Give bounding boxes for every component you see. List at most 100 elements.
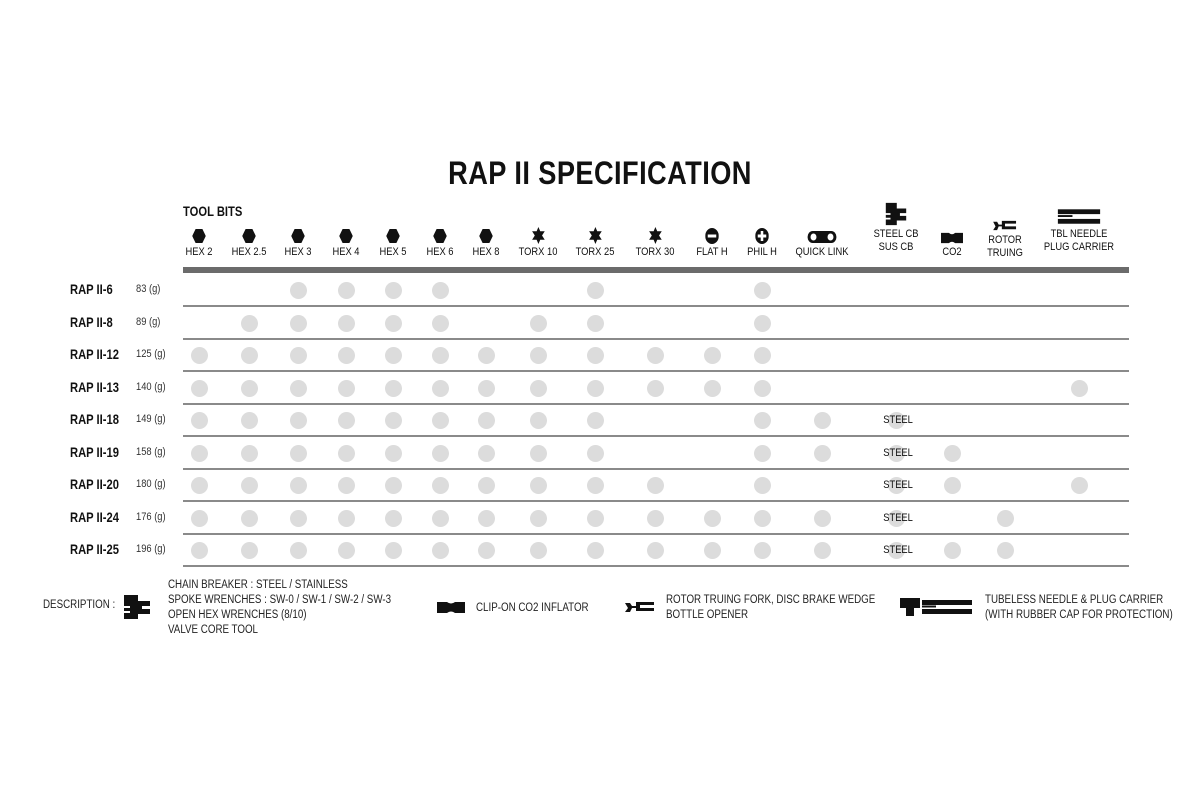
column-label: FLAT H xyxy=(696,246,728,258)
included-dot xyxy=(647,347,664,364)
column-header: TORX 10 xyxy=(500,226,577,259)
included-dot xyxy=(191,509,208,527)
included-dot xyxy=(338,282,355,299)
model-weight: 176 (g) xyxy=(136,510,166,523)
column-label: HEX 3 xyxy=(284,246,312,258)
included-dot xyxy=(191,444,208,462)
included-dot xyxy=(191,542,208,559)
column-label: PLUG CARRIER xyxy=(1043,241,1115,253)
included-dot xyxy=(338,542,355,559)
co2-inflator-icon xyxy=(437,602,465,613)
hexagon-icon xyxy=(355,226,432,244)
included-dot xyxy=(704,379,721,397)
included-dot xyxy=(432,347,449,364)
included-dot xyxy=(478,412,495,429)
included-dot xyxy=(754,444,771,462)
material-label: STEEL xyxy=(883,414,913,426)
column-header: TORX 30 xyxy=(617,226,694,259)
model-weight: 125 (g) xyxy=(136,348,166,360)
included-dot xyxy=(290,509,307,527)
included-dot xyxy=(888,542,905,559)
torx-star-icon xyxy=(557,226,634,244)
row-divider xyxy=(183,305,1129,307)
header-divider xyxy=(183,267,1129,273)
phillips-head-icon xyxy=(724,226,801,244)
included-dot xyxy=(704,542,721,559)
included-dot xyxy=(647,379,664,397)
column-header: HEX 3 xyxy=(260,226,337,259)
included-dot xyxy=(997,542,1014,559)
included-dot xyxy=(241,477,258,494)
included-dot xyxy=(432,542,449,559)
included-dot xyxy=(338,444,355,462)
included-dot xyxy=(241,314,258,332)
included-dot xyxy=(647,509,664,527)
included-dot xyxy=(530,379,547,397)
included-dot xyxy=(478,444,495,462)
included-dot xyxy=(432,412,449,429)
page-title: RAP II SPECIFICATION xyxy=(448,155,752,191)
included-dot xyxy=(432,444,449,462)
column-label: CO2 xyxy=(942,246,962,258)
included-dot xyxy=(432,282,449,299)
included-dot xyxy=(754,347,771,364)
included-dot xyxy=(587,282,604,299)
column-header: HEX 5 xyxy=(355,226,432,259)
model-name: RAP II-12 xyxy=(70,346,119,362)
included-dot xyxy=(888,412,905,429)
included-dot xyxy=(290,314,307,332)
included-dot xyxy=(290,347,307,364)
model-name: RAP II-8 xyxy=(70,313,113,330)
tubeless-description: TUBELESS NEEDLE & PLUG CARRIER (WITH RUB… xyxy=(985,593,1173,623)
included-dot xyxy=(754,282,771,299)
included-dot xyxy=(432,379,449,397)
tubeless-carrier-icon xyxy=(1041,204,1118,226)
model-name: RAP II-6 xyxy=(70,281,113,297)
column-label: HEX 6 xyxy=(426,246,454,258)
included-dot xyxy=(385,379,402,397)
row-divider xyxy=(183,402,1129,405)
included-dot xyxy=(1071,379,1088,397)
included-dot xyxy=(290,282,307,299)
row-divider xyxy=(183,500,1129,502)
column-label: TORX 30 xyxy=(635,246,675,258)
flat-head-icon xyxy=(674,226,751,244)
hexagon-icon xyxy=(308,226,385,244)
included-dot xyxy=(587,412,604,429)
included-dot xyxy=(191,379,208,397)
included-dot xyxy=(754,314,771,332)
included-dot xyxy=(478,379,495,397)
material-label: STEEL xyxy=(883,544,913,556)
column-label: TORX 25 xyxy=(575,246,615,258)
included-dot xyxy=(814,412,831,429)
included-dot xyxy=(385,477,402,494)
included-dot xyxy=(290,444,307,462)
chain-breaker-icon xyxy=(124,595,150,619)
model-name: RAP II-13 xyxy=(70,378,119,395)
column-header: PHIL H xyxy=(724,226,801,259)
included-dot xyxy=(385,347,402,364)
column-header: HEX 2 xyxy=(161,226,238,259)
description-label: DESCRIPTION : xyxy=(43,599,116,611)
included-dot xyxy=(338,314,355,332)
hexagon-icon xyxy=(161,226,238,244)
column-header: FLAT H xyxy=(674,226,751,259)
row-divider xyxy=(183,467,1129,470)
tool-bits-label: TOOL BITS xyxy=(183,203,243,219)
model-weight: 158 (g) xyxy=(136,445,166,458)
included-dot xyxy=(944,444,961,462)
included-dot xyxy=(241,379,258,397)
chain-breaker-icon xyxy=(858,202,935,226)
column-label: TORX 10 xyxy=(518,246,558,258)
tubeless-carrier-icon xyxy=(900,598,972,616)
co2-inflator-icon xyxy=(914,226,991,244)
rotor-truing-icon xyxy=(967,210,1044,232)
included-dot xyxy=(432,314,449,332)
included-dot xyxy=(530,477,547,494)
included-dot xyxy=(432,477,449,494)
column-header: HEX 8 xyxy=(448,226,525,259)
material-label: STEEL xyxy=(883,479,913,491)
model-name: RAP II-18 xyxy=(70,411,119,427)
column-header: HEX 4 xyxy=(308,226,385,259)
rotor-truing-icon xyxy=(625,602,654,612)
